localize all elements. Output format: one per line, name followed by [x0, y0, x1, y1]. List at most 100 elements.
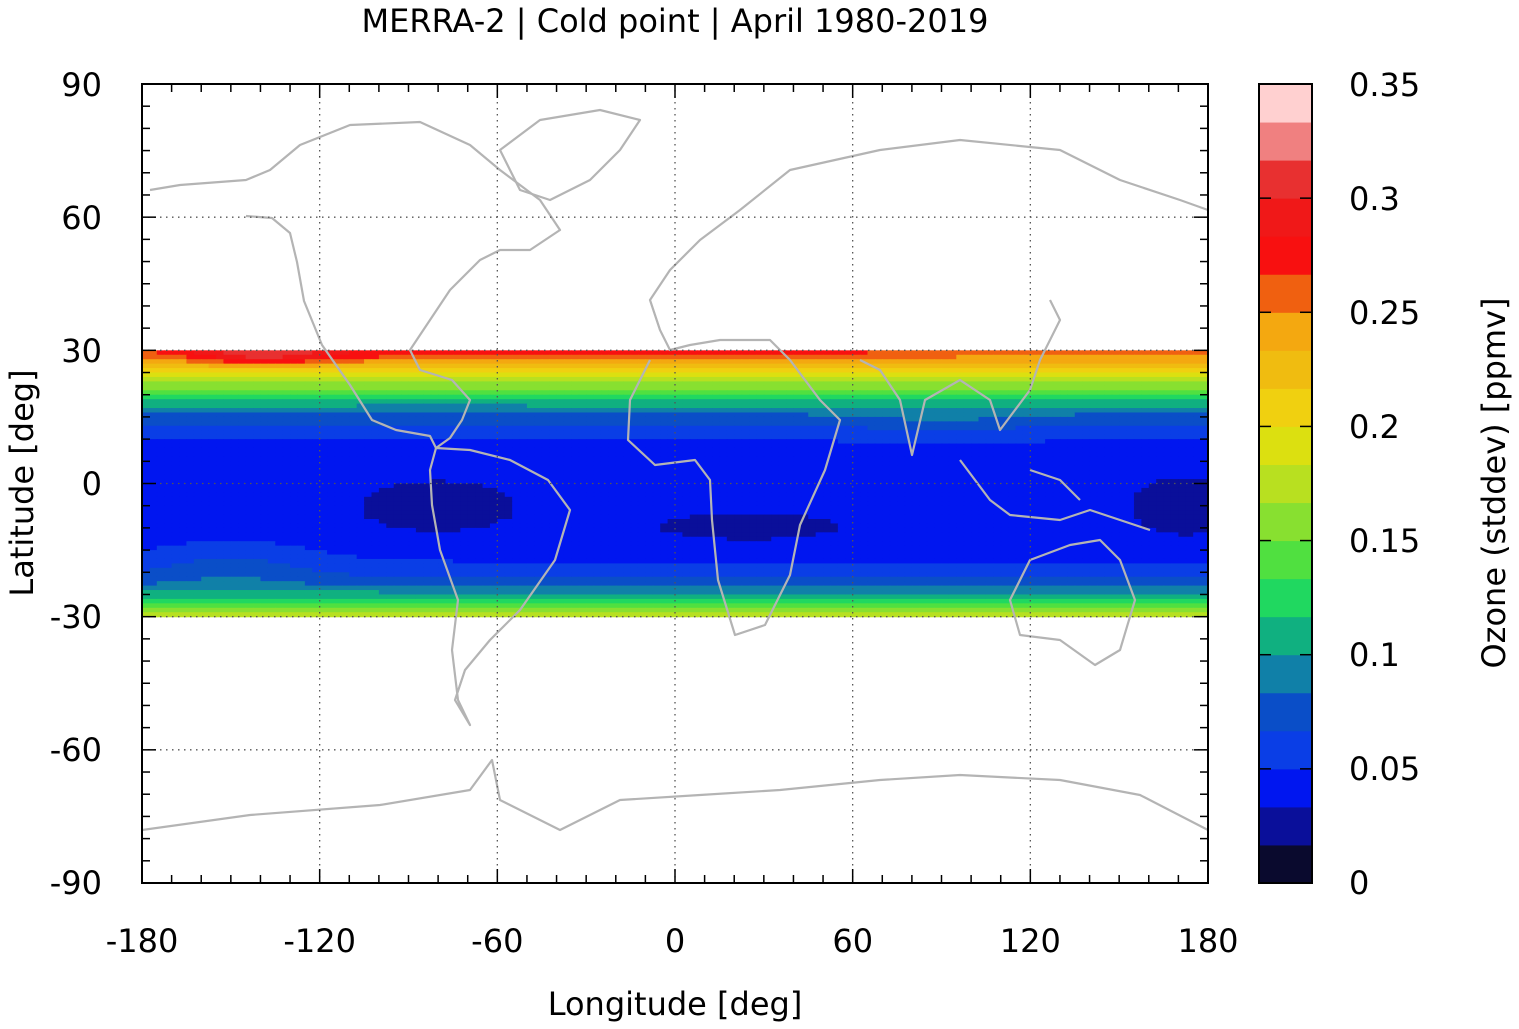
- field-cell: [712, 403, 721, 409]
- field-cell: [371, 452, 380, 458]
- field-cell: [771, 492, 780, 498]
- field-cell: [1193, 487, 1202, 493]
- field-cell: [415, 439, 424, 445]
- field-cell: [948, 483, 957, 489]
- field-cell: [719, 376, 728, 383]
- field-cell: [749, 430, 758, 436]
- field-cell: [815, 439, 824, 445]
- field-cell: [253, 403, 262, 409]
- field-cell: [467, 376, 476, 383]
- field-cell: [971, 416, 980, 422]
- field-cell: [504, 425, 513, 431]
- field-cell: [534, 492, 543, 498]
- field-cell: [682, 501, 691, 507]
- field-cell: [1185, 492, 1194, 498]
- field-cell: [364, 376, 373, 383]
- field-cell: [1156, 421, 1165, 427]
- field-cell: [230, 376, 239, 383]
- field-cell: [179, 430, 188, 436]
- field-cell: [830, 359, 839, 365]
- field-cell: [549, 368, 558, 374]
- field-cell: [327, 479, 336, 485]
- field-cell: [1133, 434, 1142, 440]
- field-cell: [223, 376, 232, 383]
- field-cell: [1178, 354, 1187, 360]
- field-cell: [667, 381, 676, 387]
- field-cell: [911, 390, 920, 396]
- field-cell: [1104, 363, 1113, 369]
- field-cell: [830, 461, 839, 467]
- field-cell: [1000, 359, 1009, 365]
- field-cell: [290, 479, 299, 485]
- field-cell: [1185, 443, 1194, 449]
- field-cell: [445, 416, 454, 422]
- field-cell: [260, 363, 269, 369]
- field-cell: [578, 425, 587, 431]
- field-cell: [749, 465, 758, 471]
- field-cell: [630, 421, 639, 427]
- field-cell: [238, 363, 247, 369]
- field-cell: [808, 470, 817, 476]
- field-cell: [208, 421, 217, 427]
- field-cell: [156, 447, 165, 454]
- field-cell: [201, 456, 210, 462]
- field-cell: [556, 416, 565, 422]
- field-cell: [1133, 372, 1142, 378]
- field-cell: [1059, 434, 1068, 440]
- field-cell: [1104, 492, 1113, 498]
- field-cell: [460, 434, 469, 440]
- field-cell: [1163, 421, 1172, 427]
- field-cell: [712, 452, 721, 458]
- field-cell: [786, 376, 795, 383]
- field-cell: [845, 421, 854, 427]
- field-cell: [682, 399, 691, 405]
- field-cell: [1133, 416, 1142, 422]
- field-cell: [749, 385, 758, 391]
- field-cell: [1000, 416, 1009, 422]
- field-cell: [364, 390, 373, 396]
- field-cell: [201, 452, 210, 458]
- field-cell: [1030, 359, 1039, 365]
- field-cell: [985, 372, 994, 378]
- field-cell: [489, 421, 498, 427]
- field-cell: [304, 439, 313, 445]
- field-cell: [845, 487, 854, 493]
- field-cell: [475, 408, 484, 414]
- field-cell: [1000, 439, 1009, 445]
- field-cell: [430, 403, 439, 409]
- field-cell: [201, 350, 210, 356]
- field-cell: [956, 394, 965, 400]
- field-cell: [637, 359, 646, 365]
- field-cell: [415, 470, 424, 476]
- field-cell: [445, 439, 454, 445]
- field-cell: [445, 354, 454, 360]
- field-cell: [985, 403, 994, 409]
- field-cell: [541, 474, 550, 480]
- field-cell: [1126, 439, 1135, 445]
- field-cell: [526, 483, 535, 489]
- field-cell: [1200, 447, 1208, 454]
- field-cell: [282, 479, 291, 485]
- field-cell: [534, 354, 543, 360]
- field-cell: [586, 470, 595, 476]
- field-cell: [1074, 412, 1083, 418]
- field-cell: [763, 421, 772, 427]
- field-cell: [645, 452, 654, 458]
- field-cell: [401, 430, 410, 436]
- field-cell: [712, 492, 721, 498]
- field-cell: [1000, 425, 1009, 431]
- field-cell: [593, 474, 602, 480]
- field-cell: [452, 399, 461, 405]
- field-cell: [223, 390, 232, 396]
- field-cell: [349, 439, 358, 445]
- field-cell: [741, 447, 750, 454]
- field-cell: [327, 474, 336, 480]
- field-cell: [364, 483, 373, 489]
- field-cell: [985, 416, 994, 422]
- field-cell: [985, 461, 994, 467]
- field-cell: [948, 439, 957, 445]
- field-cell: [1126, 381, 1135, 387]
- field-cell: [238, 452, 247, 458]
- field-cell: [571, 434, 580, 440]
- field-cell: [282, 470, 291, 476]
